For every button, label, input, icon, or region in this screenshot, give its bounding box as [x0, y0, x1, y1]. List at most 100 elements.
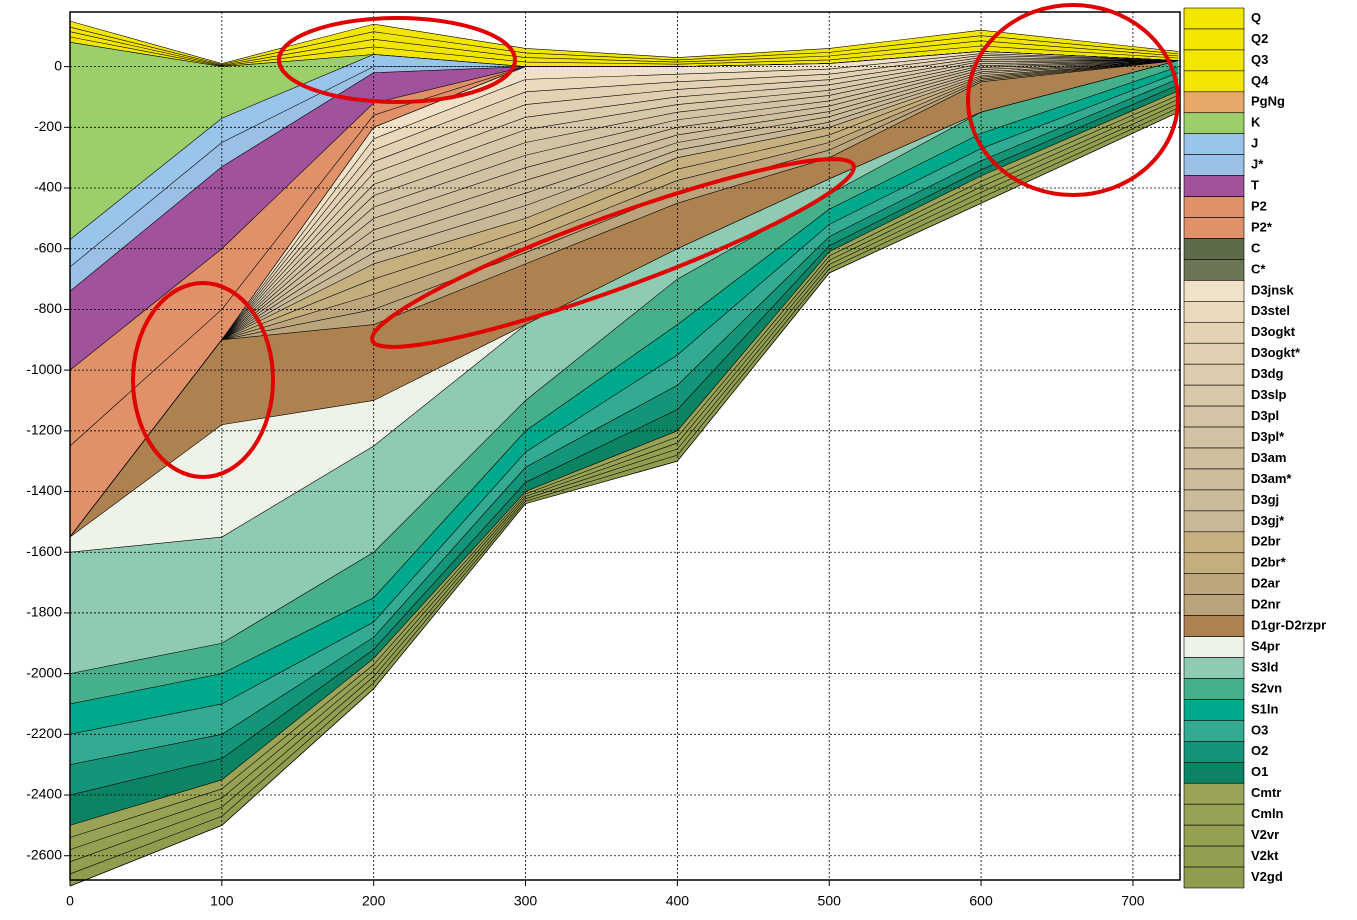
x-tick-label: 600: [969, 893, 993, 909]
legend-swatch: [1184, 427, 1244, 448]
legend-label: P2: [1251, 198, 1267, 213]
y-tick-label: -2000: [26, 664, 62, 680]
legend-swatch: [1184, 197, 1244, 218]
legend-swatch: [1184, 301, 1244, 322]
legend-label: P2*: [1251, 219, 1273, 234]
legend-swatch: [1184, 134, 1244, 155]
legend-label: C: [1251, 240, 1261, 255]
y-tick-label: -200: [34, 118, 62, 134]
legend-label: D1gr-D2rzpr: [1251, 618, 1326, 633]
legend-label: V2vr: [1251, 827, 1279, 842]
legend-swatch: [1184, 511, 1244, 532]
legend-label: Q3: [1251, 52, 1268, 67]
x-tick-label: 200: [362, 893, 386, 909]
legend-label: D3gj: [1251, 492, 1279, 507]
y-tick-label: -2600: [26, 846, 62, 862]
legend-label: D3am*: [1251, 471, 1292, 486]
legend-swatch: [1184, 825, 1244, 846]
legend-label: T: [1251, 178, 1259, 193]
legend-label: D3ogkt*: [1251, 345, 1301, 360]
legend-label: Q4: [1251, 73, 1269, 88]
legend-label: S1ln: [1251, 701, 1279, 716]
layers: [70, 21, 1178, 886]
legend-swatch: [1184, 658, 1244, 679]
legend-label: O3: [1251, 722, 1268, 737]
legend-swatch: [1184, 406, 1244, 427]
legend-swatch: [1184, 280, 1244, 301]
y-tick-label: -1400: [26, 482, 62, 498]
y-tick-label: -1600: [26, 543, 62, 559]
legend-label: D3pl: [1251, 408, 1279, 423]
legend-label: D3stel: [1251, 303, 1290, 318]
legend-swatch: [1184, 846, 1244, 867]
legend-swatch: [1184, 469, 1244, 490]
legend-swatch: [1184, 867, 1244, 888]
legend-label: V2gd: [1251, 869, 1283, 884]
legend-label: C*: [1251, 261, 1266, 276]
legend-label: D3ogkt: [1251, 324, 1296, 339]
x-tick-label: 500: [818, 893, 842, 909]
legend-label: D3am: [1251, 450, 1286, 465]
legend-swatch: [1184, 720, 1244, 741]
legend-label: D3slp: [1251, 387, 1286, 402]
y-tick-label: -1000: [26, 361, 62, 377]
legend-label: D3dg: [1251, 366, 1284, 381]
y-tick-label: -1200: [26, 422, 62, 438]
legend-swatch: [1184, 553, 1244, 574]
legend-swatch: [1184, 804, 1244, 825]
legend-swatch: [1184, 113, 1244, 134]
legend-swatch: [1184, 259, 1244, 280]
legend-swatch: [1184, 532, 1244, 553]
legend: Q Q2 Q3 Q4 PgNg KJ J* T P2 P2* C C* D3jnsk D3stel D3og…: [1184, 8, 1326, 888]
legend-label: K: [1251, 115, 1261, 130]
y-tick-label: -1800: [26, 604, 62, 620]
legend-swatch: [1184, 71, 1244, 92]
legend-swatch: [1184, 238, 1244, 259]
y-tick-label: 0: [54, 57, 62, 73]
chart: 0 -200 -400 -600 -800 -1000 -1200 -1400 -1600 -18…: [0, 0, 1357, 920]
legend-label: Cmtr: [1251, 785, 1281, 800]
legend-swatch: [1184, 176, 1244, 197]
legend-label: J: [1251, 136, 1258, 151]
x-tick-label: 0: [66, 893, 74, 909]
legend-swatch: [1184, 574, 1244, 595]
legend-swatch: [1184, 92, 1244, 113]
legend-swatch: [1184, 762, 1244, 783]
legend-label: V2kt: [1251, 848, 1279, 863]
legend-label: Q2: [1251, 31, 1268, 46]
y-tick-label: -400: [34, 179, 62, 195]
legend-label: D3pl*: [1251, 429, 1285, 444]
legend-label: D3jnsk: [1251, 282, 1294, 297]
y-tick-label: -2400: [26, 786, 62, 802]
legend-label: Cmln: [1251, 806, 1284, 821]
y-tick-label: -800: [34, 300, 62, 316]
legend-label: Q: [1251, 10, 1261, 25]
legend-swatch: [1184, 50, 1244, 71]
legend-swatch: [1184, 490, 1244, 511]
x-tick-label: 100: [210, 893, 234, 909]
legend-label: D2ar: [1251, 576, 1280, 591]
legend-label: S3ld: [1251, 659, 1279, 674]
legend-swatch: [1184, 448, 1244, 469]
legend-label: O2: [1251, 743, 1268, 758]
y-tick-label: -2200: [26, 725, 62, 741]
legend-label: PgNg: [1251, 94, 1285, 109]
legend-swatch: [1184, 385, 1244, 406]
x-tick-label: 300: [514, 893, 538, 909]
legend-swatch: [1184, 595, 1244, 616]
legend-label: J*: [1251, 157, 1264, 172]
legend-swatch: [1184, 8, 1244, 29]
legend-swatch: [1184, 218, 1244, 239]
legend-swatch: [1184, 155, 1244, 176]
legend-swatch: [1184, 29, 1244, 50]
legend-label: S2vn: [1251, 680, 1282, 695]
x-tick-label: 700: [1121, 893, 1145, 909]
legend-swatch: [1184, 783, 1244, 804]
legend-label: O1: [1251, 764, 1268, 779]
legend-label: D2br*: [1251, 555, 1287, 570]
y-tick-label: -600: [34, 239, 62, 255]
legend-label: D2nr: [1251, 597, 1281, 612]
legend-label: D3gj*: [1251, 513, 1285, 528]
legend-swatch: [1184, 741, 1244, 762]
legend-swatch: [1184, 322, 1244, 343]
